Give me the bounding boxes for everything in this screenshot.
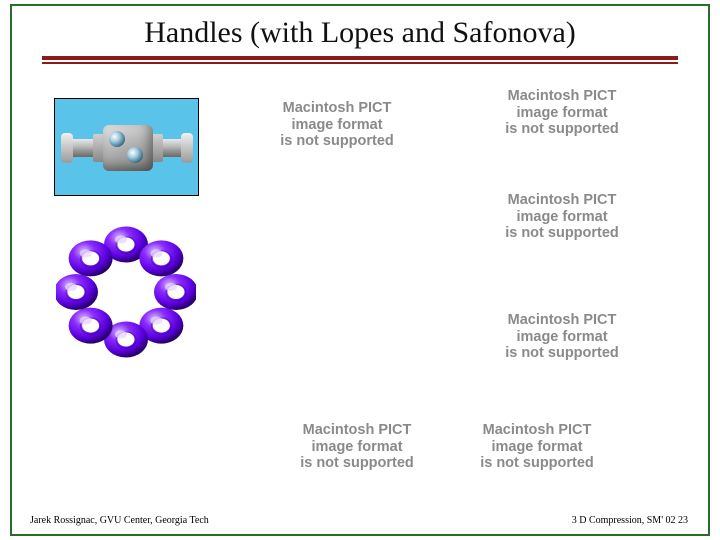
figure-mechanical-part [54, 98, 199, 196]
footer-left: Jarek Rossignac, GVU Center, Georgia Tec… [30, 515, 209, 526]
pict-placeholder: Macintosh PICTimage formatis not support… [282, 422, 432, 472]
slide-title: Handles (with Lopes and Safonova) [12, 6, 708, 56]
figure-torus-ring [46, 212, 206, 370]
pict-placeholder: Macintosh PICTimage formatis not support… [262, 100, 412, 150]
mechanical-part-graphic [63, 117, 191, 179]
pict-placeholder: Macintosh PICTimage formatis not support… [487, 88, 637, 138]
footer-right: 3 D Compression, SM' 02 23 [572, 515, 688, 526]
content-area: Macintosh PICTimage formatis not support… [32, 76, 688, 506]
slide-frame: Handles (with Lopes and Safonova) [10, 4, 710, 536]
torus-ring-graphic [56, 220, 196, 360]
title-rule [42, 56, 678, 64]
pict-placeholder: Macintosh PICTimage formatis not support… [487, 192, 637, 242]
pict-placeholder: Macintosh PICTimage formatis not support… [487, 312, 637, 362]
pict-placeholder: Macintosh PICTimage formatis not support… [462, 422, 612, 472]
